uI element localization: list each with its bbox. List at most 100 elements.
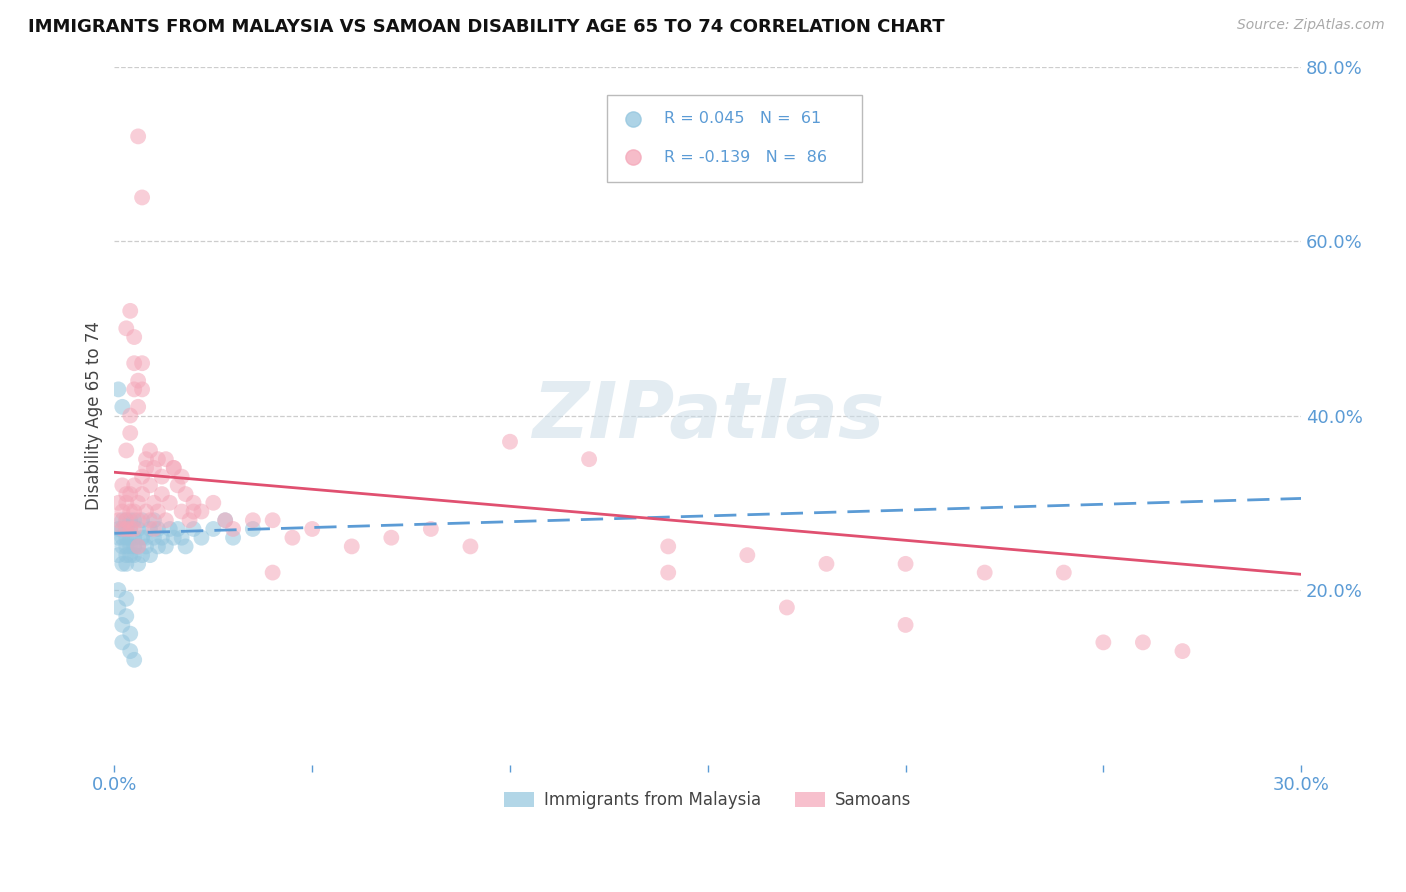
Point	[107, 582, 129, 597]
Point	[127, 557, 149, 571]
Point	[120, 548, 142, 562]
Point	[973, 566, 995, 580]
Point	[122, 513, 145, 527]
Point	[657, 540, 679, 554]
Point	[131, 190, 153, 204]
Point	[499, 434, 522, 449]
Point	[146, 504, 169, 518]
Point	[163, 461, 186, 475]
Point	[115, 321, 138, 335]
Point	[115, 513, 138, 527]
Point	[120, 540, 142, 554]
Point	[657, 566, 679, 580]
Point	[166, 478, 188, 492]
Point	[163, 461, 186, 475]
Point	[107, 548, 129, 562]
Point	[155, 540, 177, 554]
Point	[737, 548, 759, 562]
Point	[131, 513, 153, 527]
Point	[127, 540, 149, 554]
Point	[170, 504, 193, 518]
Point	[122, 356, 145, 370]
Point	[139, 522, 162, 536]
Point	[122, 531, 145, 545]
Point	[301, 522, 323, 536]
Point	[115, 522, 138, 536]
Point	[170, 469, 193, 483]
Point	[115, 531, 138, 545]
Point	[120, 304, 142, 318]
Point	[222, 522, 245, 536]
Point	[107, 383, 129, 397]
Point	[120, 409, 142, 423]
Point	[190, 531, 212, 545]
Point	[120, 425, 142, 440]
Point	[159, 496, 181, 510]
Point	[135, 461, 157, 475]
Point	[159, 522, 181, 536]
Point	[120, 531, 142, 545]
Y-axis label: Disability Age 65 to 74: Disability Age 65 to 74	[86, 321, 103, 510]
Point	[111, 522, 134, 536]
Point	[115, 496, 138, 510]
Point	[146, 522, 169, 536]
Point	[131, 548, 153, 562]
Point	[111, 400, 134, 414]
Point	[1053, 566, 1076, 580]
Point	[262, 566, 284, 580]
Point	[214, 513, 236, 527]
Point	[131, 531, 153, 545]
Point	[120, 626, 142, 640]
Point	[815, 557, 838, 571]
Point	[146, 540, 169, 554]
Point	[115, 548, 138, 562]
Point	[111, 478, 134, 492]
Point	[122, 383, 145, 397]
Text: R = -0.139   N =  86: R = -0.139 N = 86	[664, 150, 827, 165]
Point	[139, 548, 162, 562]
Point	[115, 522, 138, 536]
Point	[242, 522, 264, 536]
Point	[262, 513, 284, 527]
Point	[166, 522, 188, 536]
Point	[155, 452, 177, 467]
Point	[111, 522, 134, 536]
Point	[150, 469, 173, 483]
Point	[107, 531, 129, 545]
Point	[1132, 635, 1154, 649]
Point	[111, 618, 134, 632]
Point	[776, 600, 799, 615]
Point	[146, 452, 169, 467]
Point	[111, 540, 134, 554]
Point	[202, 522, 225, 536]
Point	[340, 540, 363, 554]
Point	[107, 600, 129, 615]
Point	[242, 513, 264, 527]
Point	[139, 443, 162, 458]
Point	[135, 531, 157, 545]
Point	[143, 496, 166, 510]
Point	[120, 644, 142, 658]
Point	[122, 653, 145, 667]
Point	[150, 487, 173, 501]
Bar	[607, 95, 862, 182]
Point	[143, 522, 166, 536]
Point	[111, 531, 134, 545]
Point	[1171, 644, 1194, 658]
Point	[894, 618, 917, 632]
Point	[419, 522, 441, 536]
Point	[111, 635, 134, 649]
Point	[122, 522, 145, 536]
Point	[135, 540, 157, 554]
Point	[127, 513, 149, 527]
Point	[127, 496, 149, 510]
Point	[120, 522, 142, 536]
Point	[111, 513, 134, 527]
Point	[183, 496, 205, 510]
Point	[115, 591, 138, 606]
Text: Source: ZipAtlas.com: Source: ZipAtlas.com	[1237, 18, 1385, 32]
Text: IMMIGRANTS FROM MALAYSIA VS SAMOAN DISABILITY AGE 65 TO 74 CORRELATION CHART: IMMIGRANTS FROM MALAYSIA VS SAMOAN DISAB…	[28, 18, 945, 36]
Point	[131, 356, 153, 370]
Point	[183, 504, 205, 518]
Point	[107, 522, 129, 536]
